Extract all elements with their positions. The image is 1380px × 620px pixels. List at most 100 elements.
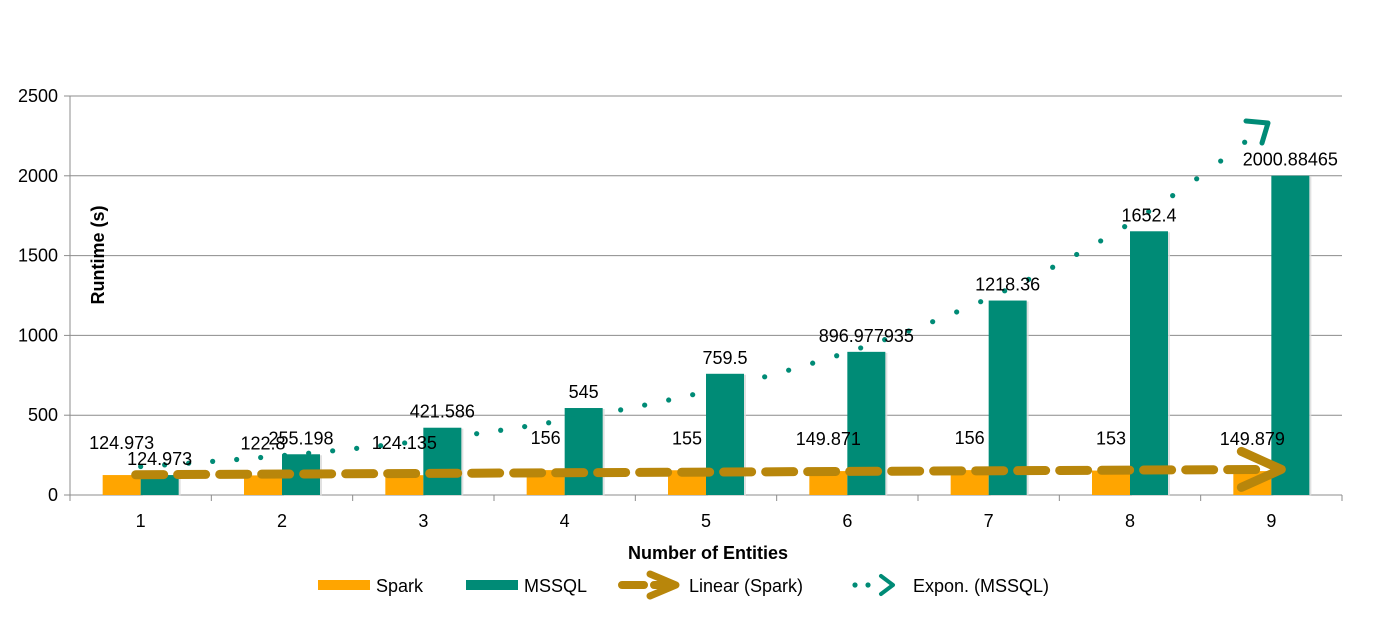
gridlines xyxy=(64,95,1343,501)
bar-mssql xyxy=(706,373,744,495)
x-tick-label: 1 xyxy=(136,511,146,531)
trendline-exp-dot xyxy=(1218,158,1224,164)
legend-arrow-exp xyxy=(879,574,895,596)
data-label-mssql: 1652.4 xyxy=(1121,205,1176,225)
legend-swatch-exp-dot xyxy=(852,582,858,588)
data-label-mssql: 1218.36 xyxy=(975,275,1040,295)
trendline-exp-dot xyxy=(762,374,768,380)
bar-spark xyxy=(385,475,424,495)
data-label-mssql: 545 xyxy=(569,382,599,402)
legend-arrow-linear xyxy=(646,570,680,600)
x-tick-labels: 1 2 3 4 5 6 7 8 9 xyxy=(136,511,1277,531)
trendline-exp-dot xyxy=(498,427,504,433)
x-tick-label: 7 xyxy=(984,511,994,531)
trendline-exp-dot xyxy=(618,407,624,413)
data-label-spark: 156 xyxy=(955,428,985,448)
x-tick-label: 3 xyxy=(418,511,428,531)
bar-spark xyxy=(102,475,141,495)
trendline-exp-dot xyxy=(330,448,336,454)
trendline-exp-dot xyxy=(570,416,576,422)
trendline-exp-dot xyxy=(546,420,552,426)
trendline-exp-dot xyxy=(186,460,192,466)
data-label-spark: 155 xyxy=(672,428,702,448)
bar-mssql xyxy=(140,475,179,495)
trendline-exp-dot xyxy=(906,328,912,334)
trendline-exp-dot xyxy=(978,299,984,305)
data-label-spark: 149.871 xyxy=(796,429,861,449)
data-label-spark: 156 xyxy=(531,428,561,448)
legend-label-mssql: MSSQL xyxy=(524,576,587,596)
trendline-exp-dot xyxy=(138,463,144,470)
bar-mssql xyxy=(564,408,603,495)
x-tick-label: 4 xyxy=(560,511,570,531)
x-tick-label: 9 xyxy=(1266,511,1276,531)
y-tick-label: 2500 xyxy=(18,86,58,106)
bar-mssql xyxy=(988,300,1027,495)
trendline-exp-dot xyxy=(234,456,240,463)
trendline-exp-dot xyxy=(666,397,672,403)
trendline-exp-dot xyxy=(834,353,840,359)
trendline-exp-dot xyxy=(930,319,936,325)
data-label-spark: 124.973 xyxy=(89,433,154,453)
legend-swatch-spark xyxy=(318,580,370,590)
trendline-exp-arrowhead xyxy=(1243,118,1271,146)
trendline-exp-dot xyxy=(210,458,216,464)
data-label-mssql: 2000.88465 xyxy=(1243,150,1338,170)
trendline-linear-arrowhead xyxy=(1236,446,1286,492)
legend: Spark MSSQL Linear (Spark) Expon. (MSSQL) xyxy=(318,570,1049,600)
trendline-exp-dot xyxy=(306,450,312,456)
trendline-exp-dot xyxy=(162,462,168,468)
trendline-exp-dot xyxy=(1098,238,1104,244)
trendline-exp-dot xyxy=(1242,139,1248,145)
trendline-exp-dot xyxy=(402,440,408,446)
data-label-spark: 122.8 xyxy=(240,433,285,453)
y-tick-label: 0 xyxy=(48,485,58,505)
data-label-mssql: 421.586 xyxy=(410,402,475,422)
trendline-exp-dot xyxy=(1122,224,1128,230)
trendline-exp-dot xyxy=(282,452,288,459)
trendline-exp-dot xyxy=(594,411,600,417)
trendline-exp-dot xyxy=(858,345,864,351)
bar-mssql xyxy=(1271,175,1310,495)
data-label-spark: 124.135 xyxy=(372,433,437,453)
y-tick-label: 1500 xyxy=(18,246,58,266)
legend-label-linear: Linear (Spark) xyxy=(689,576,803,596)
trendline-exp-dot xyxy=(426,437,432,443)
x-tick-label: 5 xyxy=(701,511,711,531)
bar-spark xyxy=(809,471,848,495)
y-tick-label: 500 xyxy=(28,405,58,425)
trendline-exp-dot xyxy=(738,380,744,386)
y-tick-label: 2000 xyxy=(18,166,58,186)
trendline-linear-spark xyxy=(131,465,1266,480)
trendline-exp-dot xyxy=(522,423,528,430)
trendlines xyxy=(131,118,1286,492)
data-label-mssql: 896.977935 xyxy=(819,326,914,346)
trendline-exp-dot xyxy=(810,360,816,366)
trendline-exp-dot xyxy=(1074,251,1080,258)
trendline-exp-dot xyxy=(786,367,792,373)
y-tick-label: 1000 xyxy=(18,325,58,345)
x-tick-label: 6 xyxy=(842,511,852,531)
trendline-exp-dot xyxy=(1194,176,1200,182)
trendline-exp-dot xyxy=(714,386,720,392)
bar-spark xyxy=(244,475,282,495)
trendline-exp-dot xyxy=(954,309,960,315)
data-label-spark: 153 xyxy=(1096,429,1126,449)
legend-swatch-exp-dot xyxy=(865,582,871,588)
legend-swatch-mssql xyxy=(466,580,518,590)
y-tick-labels: 0 500 1000 1500 2000 2500 xyxy=(18,86,58,505)
x-tick-label: 8 xyxy=(1125,511,1135,531)
trendline-exp-dot xyxy=(882,337,888,343)
x-axis-title: Number of Entities xyxy=(628,543,788,563)
legend-label-exp: Expon. (MSSQL) xyxy=(913,576,1049,596)
trendline-exp-dot xyxy=(450,434,456,440)
bar-mssql xyxy=(1130,231,1168,495)
trendline-exp-dot xyxy=(690,392,696,398)
data-label-spark: 149.879 xyxy=(1220,429,1285,449)
trendline-exp-dot xyxy=(1170,193,1176,199)
trendline-exp-dot xyxy=(1146,208,1152,215)
trendline-exp-dot xyxy=(378,443,384,449)
trendline-exp-dot xyxy=(258,454,264,461)
